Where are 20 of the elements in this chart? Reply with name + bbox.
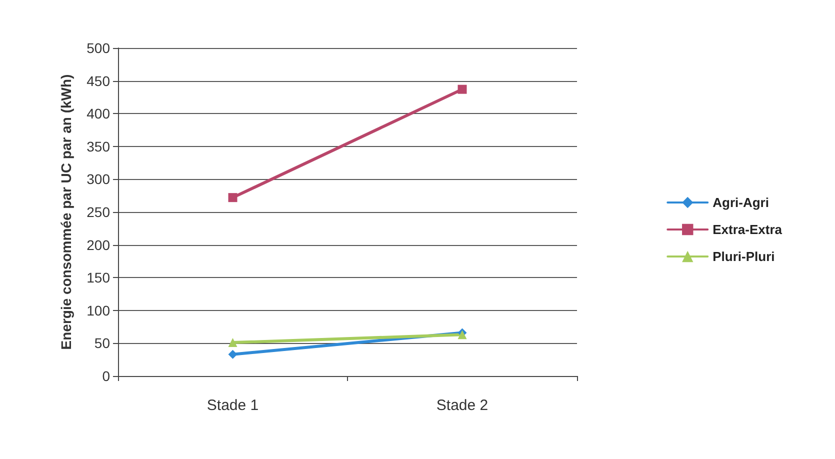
point (228, 350, 238, 359)
y-axis-title: Energie consommée par UC par an (kWh) (58, 74, 74, 350)
y-tick-label: 150 (86, 270, 110, 286)
y-tick-label: 100 (86, 302, 110, 318)
x-tick-label: Stade 1 (206, 397, 259, 414)
y-tick-label: 350 (86, 138, 110, 154)
point (458, 84, 467, 94)
y-tick-label: 450 (86, 72, 110, 89)
x-tick-label: Stade 2 (436, 397, 488, 414)
y-tick-label: 400 (86, 106, 110, 122)
y-tick-label: 250 (86, 204, 110, 220)
legend-label: Pluri-Pluri (712, 249, 775, 264)
point (228, 193, 238, 202)
y-tick-label: 50 (94, 335, 110, 352)
legend-label: Extra-Extra (712, 222, 783, 237)
y-tick-label: 300 (86, 171, 110, 188)
y-tick-label: 500 (86, 40, 110, 56)
y-tick-label: 0 (102, 368, 110, 384)
y-tick-label: 200 (86, 236, 110, 253)
legend-label: Agri-Agri (712, 195, 769, 210)
